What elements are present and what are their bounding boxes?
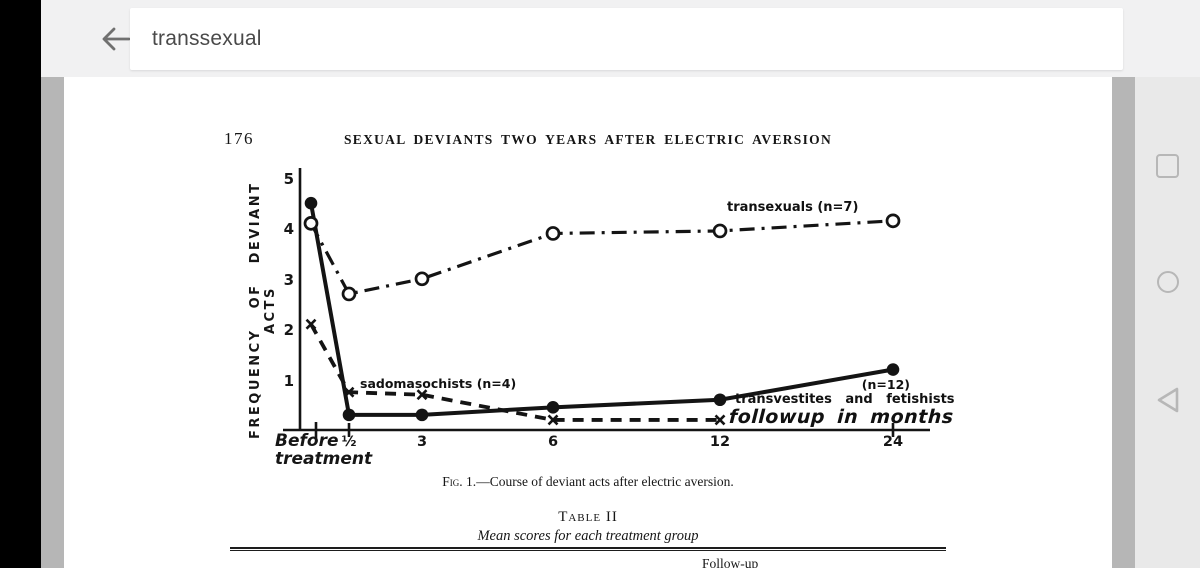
figure-caption-text: —Course of deviant acts after electric a… (476, 474, 734, 489)
series-line-transexuals (309, 219, 894, 296)
open-circle-marker (341, 286, 357, 302)
y-tick-4: 4 (283, 220, 294, 238)
document-page: 176 SEXUAL DEVIANTS TWO YEARS AFTER ELEC… (64, 77, 1112, 568)
filled-circle-marker (886, 363, 900, 376)
nav-back-button[interactable] (1135, 372, 1200, 428)
search-input[interactable]: transsexual (130, 8, 1123, 70)
table-title: Table II (558, 509, 618, 525)
page-number: 176 (224, 129, 254, 148)
figure-chart (283, 168, 930, 438)
arrow-left-icon (102, 27, 131, 51)
x-marker (416, 389, 428, 401)
recents-button[interactable] (1135, 138, 1200, 194)
open-circle-marker (414, 271, 430, 287)
filled-circle-marker (713, 393, 727, 407)
before-treatment-label: Before treatment (275, 432, 372, 468)
y-tick-1: 1 (283, 372, 294, 390)
x-tick-label-3: 3 (416, 434, 428, 450)
search-toolbar: transsexual (41, 0, 1200, 77)
android-nav-bar (1135, 77, 1200, 568)
recents-square-icon (1156, 154, 1179, 178)
x-tick-label-6: 6 (547, 434, 559, 450)
x-marker (305, 318, 317, 330)
open-circle-marker (712, 223, 728, 239)
y-axis-label: FREQUENCY OF DEVIANT ACTS (248, 181, 278, 439)
x-marker (547, 414, 559, 426)
x-tick-label-12: 12 (709, 434, 731, 450)
open-circle-marker (303, 216, 319, 231)
table-top-rule (230, 547, 946, 551)
status-bar-strip (0, 0, 41, 568)
table-header-followup: Follow-up (702, 556, 759, 568)
series-label-transvestites: transvestites and fetishists (735, 392, 955, 407)
before-label-line1: Before (275, 431, 339, 451)
series-line-sadomasochists (309, 323, 720, 422)
search-query-text: transsexual (152, 27, 262, 50)
y-tick-2: 2 (283, 321, 294, 339)
home-button[interactable] (1135, 254, 1200, 310)
home-circle-icon (1156, 271, 1179, 293)
x-tick-label-half: ½ (341, 434, 357, 450)
series-label-sadomasochists: sadomasochists (n=4) (360, 376, 517, 391)
x-marker (714, 414, 726, 426)
before-label-line2: treatment (275, 449, 373, 469)
figure-caption: Fig. 1.—Course of deviant acts after ele… (64, 474, 1112, 490)
filled-circle-marker (304, 196, 318, 210)
open-circle-marker (885, 213, 901, 229)
series-label-n12: (n=12) (861, 377, 910, 392)
open-circle-marker (545, 226, 561, 241)
filled-circle-marker (342, 408, 356, 422)
table-subtitle: Mean scores for each treatment group (477, 528, 699, 544)
series-line-transvestites-and-fetishists (309, 202, 894, 417)
filled-circle-marker (546, 401, 560, 414)
running-title: SEXUAL DEVIANTS TWO YEARS AFTER ELECTRIC… (343, 132, 833, 147)
back-button[interactable] (93, 20, 137, 58)
y-tick-5: 5 (283, 170, 294, 188)
filled-circle-marker (415, 408, 429, 422)
series-label-transexuals: transexuals (n=7) (727, 200, 859, 215)
document-viewer[interactable]: 176 SEXUAL DEVIANTS TWO YEARS AFTER ELEC… (41, 77, 1135, 568)
figure-caption-prefix: Fig. 1. (442, 474, 477, 489)
x-axis-label: followup in months (728, 406, 955, 428)
back-triangle-icon (1157, 387, 1178, 413)
x-tick-label-24: 24 (882, 434, 904, 450)
y-tick-3: 3 (283, 271, 294, 289)
